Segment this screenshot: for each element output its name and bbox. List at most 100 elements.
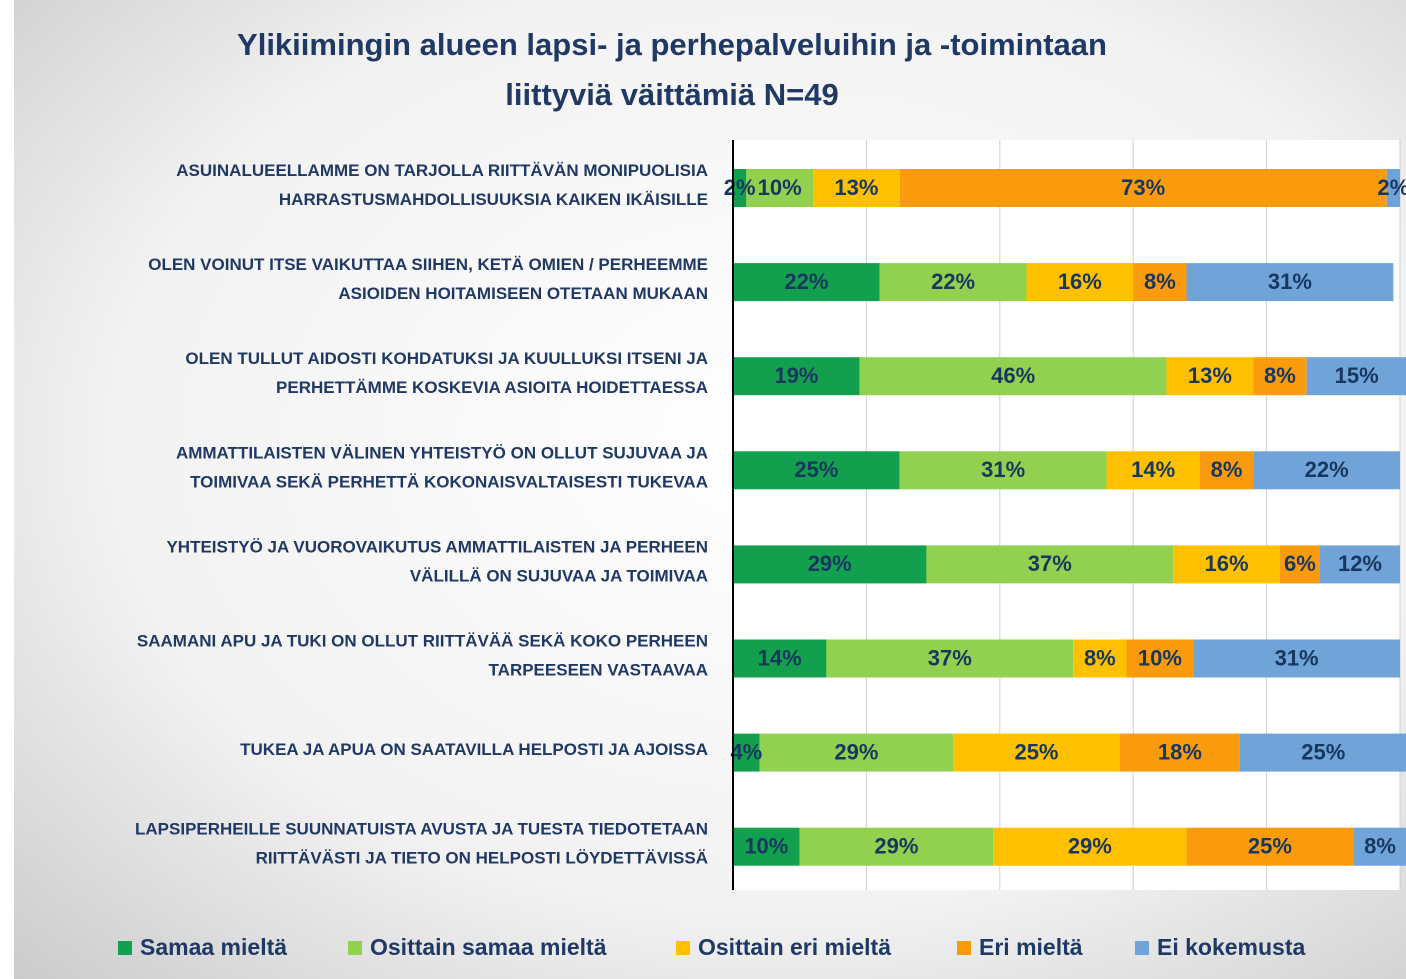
bar-segment	[1193, 639, 1400, 678]
bar-segment	[879, 263, 1027, 302]
value-label: 16%	[1058, 269, 1102, 294]
value-label: 29%	[834, 739, 878, 764]
legend-marker	[118, 941, 132, 955]
bar-segment	[733, 169, 747, 207]
category-label: AMMATTILAISTEN VÄLINEN YHTEISTYÖ ON OLLU…	[176, 443, 708, 462]
value-label: 29%	[808, 551, 852, 576]
bar-segment	[1166, 357, 1254, 396]
category-label: OLEN TULLUT AIDOSTI KOHDATUKSI JA KUULLU…	[185, 349, 708, 368]
legend-label: Osittain samaa mieltä	[370, 934, 607, 960]
bar-segment	[733, 263, 880, 302]
value-label: 2%	[724, 175, 756, 200]
bar-segment	[953, 733, 1120, 772]
value-label: 31%	[1275, 645, 1319, 670]
value-label: 10%	[758, 175, 802, 200]
bar-segment	[1106, 451, 1200, 490]
bar-segment	[799, 827, 994, 866]
legend-marker	[1135, 941, 1149, 955]
value-label: 14%	[758, 645, 802, 670]
category-label: VÄLILLÄ ON SUJUVAA JA TOIMIVAA	[410, 566, 708, 585]
bar-segment	[1073, 639, 1127, 678]
bar-segment	[1319, 545, 1400, 584]
category-label: SAAMANI APU JA TUKI ON OLLUT RIITTÄVÄÄ S…	[137, 631, 708, 650]
bar-segment	[746, 169, 814, 207]
category-label: TUKEA JA APUA ON SAATAVILLA HELPOSTI JA …	[240, 740, 708, 759]
value-label: 16%	[1205, 551, 1249, 576]
bar-segment	[733, 451, 900, 490]
value-label: 14%	[1131, 457, 1175, 482]
value-label: 10%	[1138, 645, 1182, 670]
value-label: 31%	[1268, 269, 1312, 294]
plot-area	[733, 140, 1400, 890]
bar-segment	[1173, 545, 1280, 584]
chart-title: Ylikiimingin alueen lapsi- ja perhepalve…	[237, 27, 1107, 62]
bar-segment	[1133, 263, 1187, 302]
category-label: YHTEISTYÖ JA VUOROVAIKUTUS AMMATTILAISTE…	[166, 537, 708, 556]
value-label: 25%	[1014, 739, 1058, 764]
bar-segment	[826, 639, 1074, 678]
value-label: 12%	[1338, 551, 1382, 576]
category-label: HARRASTUSMAHDOLLISUUKSIA KAIKEN IKÄISILL…	[279, 190, 708, 209]
value-label: 37%	[928, 645, 972, 670]
value-label: 2%	[1377, 175, 1406, 200]
value-label: 8%	[1364, 834, 1396, 859]
bar-segment	[733, 545, 927, 584]
value-label: 8%	[1264, 363, 1296, 388]
value-label: 6%	[1284, 551, 1316, 576]
value-label: 8%	[1084, 645, 1116, 670]
bar-segment	[733, 357, 860, 396]
bar-segment	[1126, 639, 1194, 678]
value-label: 15%	[1335, 363, 1379, 388]
value-label: 22%	[931, 269, 975, 294]
value-label: 8%	[1144, 269, 1176, 294]
bar-segment	[926, 545, 1174, 584]
bar-segment	[1279, 545, 1320, 584]
value-label: 25%	[1248, 834, 1292, 859]
category-label: TARPEESEEN VASTAAVAA	[489, 660, 708, 679]
bar-segment	[1306, 357, 1406, 396]
bar-segment	[1353, 827, 1406, 866]
legend-marker	[957, 941, 971, 955]
bar-segment	[1253, 357, 1307, 396]
value-label: 8%	[1211, 457, 1243, 482]
category-label: TOIMIVAA SEKÄ PERHETTÄ KOKONAISVALTAISES…	[190, 472, 708, 491]
category-label: LAPSIPERHEILLE SUUNNATUISTA AVUSTA JA TU…	[135, 820, 708, 839]
category-label: ASUINALUEELLAMME ON TARJOLLA RIITTÄVÄN M…	[176, 161, 708, 180]
category-label: RIITTÄVÄSTI JA TIETO ON HELPOSTI LÖYDETT…	[256, 849, 708, 868]
bar-segment	[733, 733, 760, 772]
bar-segment	[899, 451, 1107, 490]
legend-label: Ei kokemusta	[1157, 934, 1305, 960]
legend-marker	[348, 941, 362, 955]
value-label: 73%	[1121, 175, 1165, 200]
legend-label: Samaa mieltä	[140, 934, 287, 960]
bar-segment	[813, 169, 900, 207]
bar-segment	[1386, 169, 1400, 207]
value-label: 22%	[784, 269, 828, 294]
chart-title: liittyviä väittämiä N=49	[505, 77, 838, 112]
legend-label: Osittain eri mieltä	[698, 934, 891, 960]
value-label: 13%	[1188, 363, 1232, 388]
legend-label: Eri mieltä	[979, 934, 1083, 960]
value-label: 25%	[794, 457, 838, 482]
category-label: OLEN VOINUT ITSE VAIKUTTAA SIIHEN, KETÄ …	[148, 255, 708, 274]
category-label: ASIOIDEN HOITAMISEEN OTETAAN MUKAAN	[338, 284, 708, 303]
bar-segment	[859, 357, 1167, 396]
bar-segment	[1239, 733, 1406, 772]
value-label: 22%	[1305, 457, 1349, 482]
bar-segment	[1026, 263, 1134, 302]
bar-segment	[759, 733, 954, 772]
value-label: 31%	[981, 457, 1025, 482]
bar-segment	[733, 827, 800, 866]
bar-segment	[1186, 827, 1354, 866]
legend-marker	[676, 941, 690, 955]
value-label: 13%	[834, 175, 878, 200]
value-label: 10%	[744, 834, 788, 859]
bar-segment	[993, 827, 1187, 866]
bar-segment	[899, 169, 1387, 207]
bar-segment	[1186, 263, 1394, 302]
value-label: 4%	[730, 739, 762, 764]
category-label: PERHETTÄMME KOSKEVIA ASIOITA HOIDETTAESS…	[276, 378, 708, 397]
value-label: 29%	[1068, 834, 1112, 859]
value-label: 18%	[1158, 739, 1202, 764]
